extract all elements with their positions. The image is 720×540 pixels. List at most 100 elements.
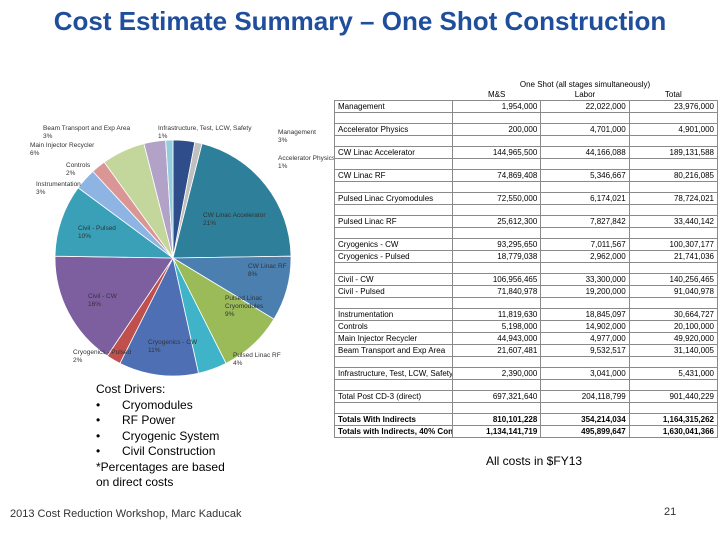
pie-label-line: Beam Transport and Exp Area — [43, 125, 130, 132]
percentages-note: on direct costs — [96, 475, 174, 489]
total-cell: 31,140,005 — [628, 344, 719, 357]
pie-label: Pulsed Linac Cryomodules 9% — [225, 295, 264, 318]
ms-cell: 697,321,640 — [451, 390, 542, 403]
table-row: Totals With Indirects 810,101,228 354,214,… — [334, 413, 719, 426]
pie-slice — [119, 256, 199, 377]
total-cell: 78,724,021 — [628, 192, 719, 205]
table-row: Main Injector Recycler 44,943,000 4,977,00… — [334, 332, 719, 345]
row-label: Total Post CD-3 (direct) — [334, 390, 453, 403]
pie-label: Civil - CW 16% — [88, 293, 118, 308]
row-label: Totals With Indirects — [334, 413, 453, 426]
labor-cell: 4,701,000 — [540, 123, 630, 136]
cost-driver-item: • Civil Construction — [96, 444, 216, 458]
row-label: Instrumentation — [334, 308, 453, 321]
table-spacer-row — [334, 112, 719, 124]
ms-cell: 18,779,038 — [451, 250, 542, 263]
labor-cell: 204,118,799 — [540, 390, 630, 403]
pie-slice — [165, 139, 174, 259]
total-cell: 189,131,588 — [628, 146, 719, 159]
pie-label: Infrastructure, Test, LCW, Safety 1% — [158, 125, 252, 140]
footer-credit: 2013 Cost Reduction Workshop, Marc Kaduc… — [10, 508, 242, 520]
table-row: Management 1,954,000 22,022,000 23,976,000 — [334, 100, 719, 113]
labor-cell: 9,532,517 — [540, 344, 630, 357]
pie-label: Cryogenics - CW 11% — [148, 339, 198, 354]
pie-label: CW Linac Accelerator 21% — [203, 212, 266, 227]
labor-cell: 33,300,000 — [540, 273, 630, 286]
row-label: Pulsed Linac RF — [334, 215, 453, 228]
pie-label: Cryogenics - Pulsed 2% — [73, 349, 132, 364]
total-cell: 80,216,085 — [628, 169, 719, 182]
row-label: Civil - Pulsed — [334, 285, 453, 298]
labor-cell: 6,174,021 — [540, 192, 630, 205]
ms-cell: 71,840,978 — [451, 285, 542, 298]
ms-cell: 21,607,481 — [451, 344, 542, 357]
pie-label-line: 21% — [203, 220, 216, 227]
pie-label-line: Instrumentation — [36, 181, 81, 188]
labor-cell: 7,011,567 — [540, 238, 630, 251]
table-header-title: One Shot (all stages simultaneously) — [519, 80, 651, 89]
pie-label-line: 9% — [225, 311, 235, 318]
table-row: Civil - CW 106,956,465 33,300,000 140,256,4… — [334, 273, 719, 286]
pie-label-line: Management — [278, 129, 316, 136]
pie-slice — [172, 143, 292, 259]
ms-cell: 93,295,650 — [451, 238, 542, 251]
pie-chart-svg: Management 3% Accelerator Physics 1% CW Lina… — [30, 125, 336, 377]
cost-driver-item: • Cryomodules — [96, 397, 193, 412]
total-cell: 1,164,315,262 — [628, 413, 719, 426]
labor-cell: 14,902,000 — [540, 320, 630, 333]
table-spacer-row — [334, 158, 719, 170]
pie-label-line: Cryomodules — [225, 303, 264, 310]
total-cell: 91,040,978 — [628, 285, 719, 298]
total-cell: 140,256,465 — [628, 273, 719, 286]
table-spacer-row — [334, 227, 719, 239]
row-label: Totals with Indirects, 40% Contingency — [334, 425, 453, 438]
costs-note: All costs in $FY13 — [486, 454, 583, 468]
row-label: Accelerator Physics — [334, 123, 453, 136]
labor-cell: 4,977,000 — [540, 332, 630, 345]
labor-cell: 495,899,647 — [540, 425, 630, 438]
labor-cell: 18,845,097 — [540, 308, 630, 321]
cost-drivers: Cost Drivers: • Cryomodules • RF Power • Cr… — [96, 382, 225, 491]
pie-label: Beam Transport and Exp Area 3% — [43, 125, 130, 140]
labor-cell: 19,200,000 — [540, 285, 630, 298]
ms-cell: 106,956,465 — [451, 273, 542, 286]
pie-label: Controls 2% — [66, 162, 91, 177]
table-row: Infrastructure, Test, LCW, Safety 2,390,0… — [334, 367, 719, 380]
total-cell: 49,920,000 — [628, 332, 719, 345]
total-cell: 1,630,041,366 — [628, 425, 719, 438]
pie-label: Pulsed Linac RF 4% — [233, 352, 281, 367]
col-header-ms: M&S — [487, 90, 506, 99]
pie-label: Accelerator Physics 1% — [278, 155, 336, 170]
pie-label-line: Civil - Pulsed — [78, 225, 116, 232]
percentages-note: *Percentages are based — [96, 459, 225, 474]
table-spacer-row — [334, 262, 719, 274]
row-label: Cryogenics - CW — [334, 238, 453, 251]
labor-cell: 2,962,000 — [540, 250, 630, 263]
cost-driver-item: • Cryogenic System — [96, 428, 220, 443]
row-label: Main Injector Recycler — [334, 332, 453, 345]
pie-label: Civil - Pulsed 10% — [78, 225, 116, 240]
table-spacer-row — [334, 379, 719, 391]
pie-slice — [54, 187, 175, 259]
total-cell: 5,431,000 — [628, 367, 719, 380]
row-label: Controls — [334, 320, 453, 333]
ms-cell: 1,134,141,719 — [451, 425, 542, 438]
table-row: Total Post CD-3 (direct) 697,321,640 204,1… — [334, 390, 719, 403]
table-row: Pulsed Linac Cryomodules 72,550,000 6,174,… — [334, 192, 719, 205]
cost-driver-item: • RF Power — [96, 413, 176, 427]
col-header-total: Total — [664, 90, 682, 99]
pie-label-line: Pulsed Linac RF — [233, 352, 281, 359]
ms-cell: 2,390,000 — [451, 367, 542, 380]
pie-label: CW Linac RF 8% — [248, 263, 287, 278]
row-label: CW Linac RF — [334, 169, 453, 182]
total-cell: 21,741,036 — [628, 250, 719, 263]
pie-label-line: 10% — [78, 233, 91, 240]
pie-label-line: 2% — [66, 170, 76, 177]
pie-label-line: 16% — [88, 301, 101, 308]
row-label: Management — [334, 100, 453, 113]
ms-cell: 810,101,228 — [451, 413, 542, 426]
pie-label-line: 3% — [43, 133, 53, 140]
row-label: Infrastructure, Test, LCW, Safety — [334, 367, 453, 380]
total-cell: 100,307,177 — [628, 238, 719, 251]
page-number: 21 — [664, 506, 677, 518]
